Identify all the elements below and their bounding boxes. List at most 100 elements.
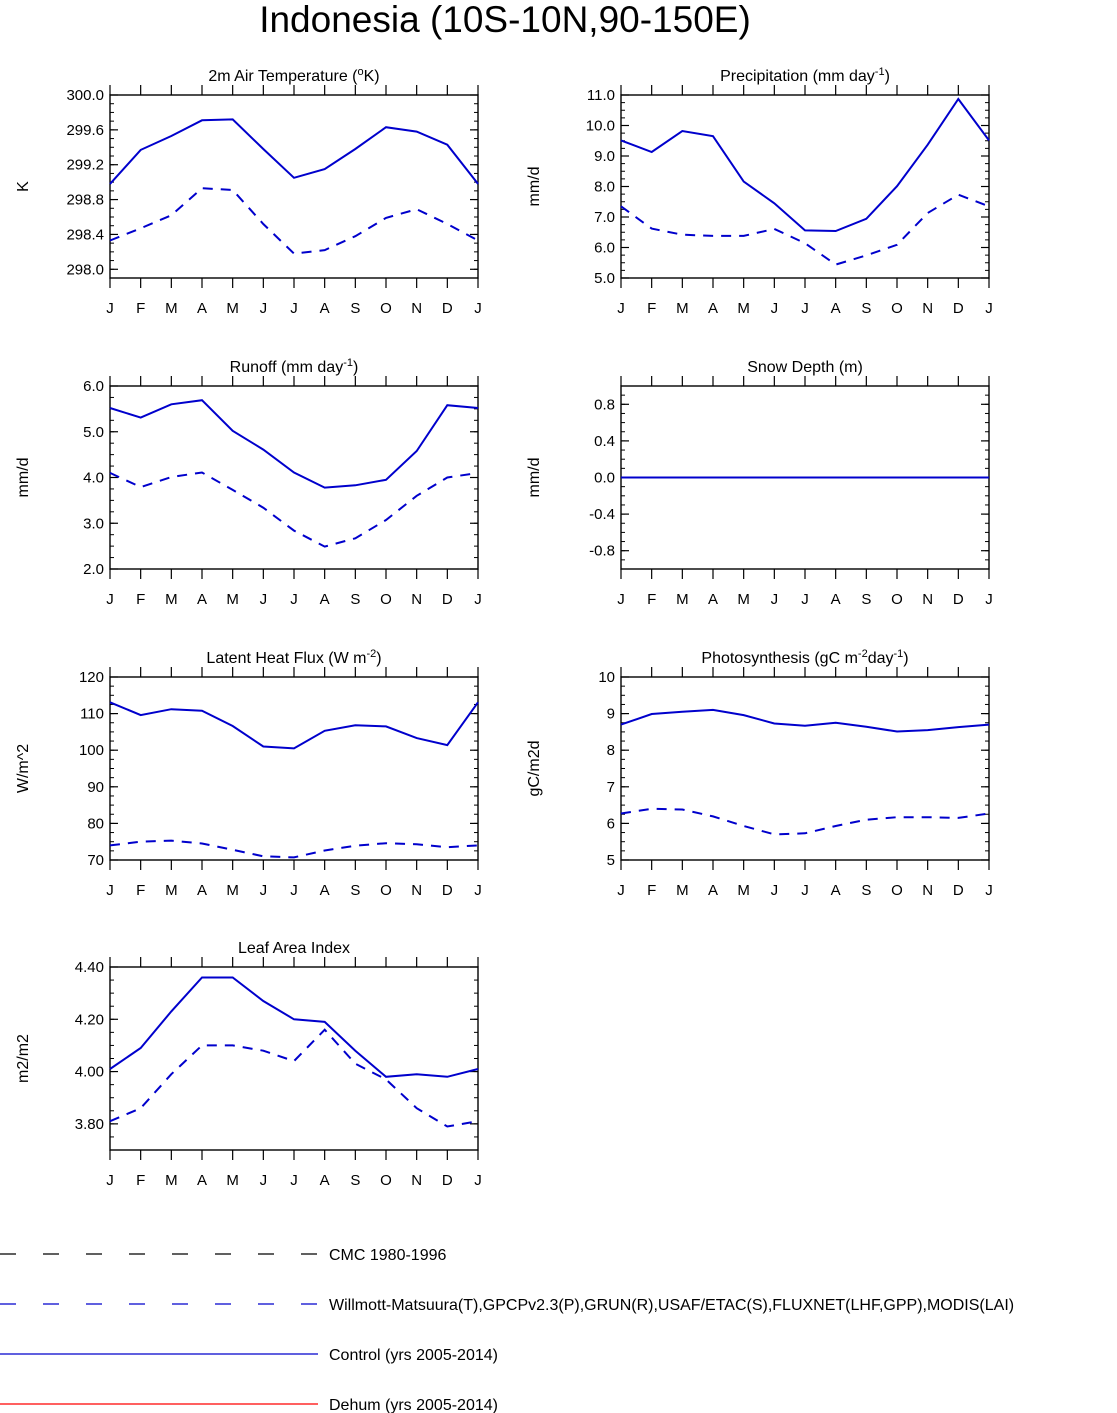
x-tick-label: J [106, 882, 114, 899]
chart-panel-2: Precipitation (mm day-1) mm/d 5.0 6.0 7.0 8.0… [526, 66, 993, 317]
y-tick-label: 8.0 [594, 179, 615, 196]
chart-panel-6: Photosynthesis (gC m-2day-1) gC/m2d 5 6 7 8 9 1… [526, 648, 993, 899]
y-axis-label: W/m^2 [15, 744, 32, 793]
x-tick-label: D [953, 882, 964, 899]
y-tick-label: 90 [87, 779, 104, 796]
observed-series-line [109, 471, 479, 548]
x-tick-label: J [474, 1172, 482, 1189]
y-tick-label: 298.4 [66, 226, 104, 243]
x-tick-label: M [226, 591, 239, 608]
y-axis-label: m2/m2 [15, 1034, 32, 1083]
y-tick-label: 299.6 [66, 122, 104, 139]
control-series-line [620, 97, 990, 233]
chart-title: Latent Heat Flux (W m-2) [206, 648, 381, 667]
x-tick-label: M [676, 882, 689, 899]
legend-label: Control (yrs 2005-2014) [329, 1347, 498, 1364]
x-tick-label: A [831, 882, 841, 899]
chart-panel-1: 2m Air Temperature (oK) K 298.0 298.4 298.8 2… [15, 66, 482, 317]
x-tick-label: S [350, 300, 360, 317]
x-tick-label: J [771, 300, 779, 317]
x-tick-label: M [165, 882, 178, 899]
y-tick-label: 4.40 [75, 959, 104, 976]
x-tick-label: J [617, 300, 625, 317]
x-tick-label: D [442, 882, 453, 899]
x-tick-label: M [226, 300, 239, 317]
x-tick-label: S [861, 591, 871, 608]
x-tick-label: A [197, 591, 207, 608]
y-tick-label: 80 [87, 815, 104, 832]
x-tick-label: M [737, 300, 750, 317]
x-tick-label: J [801, 591, 809, 608]
y-tick-label: 70 [87, 852, 104, 869]
x-tick-label: A [708, 300, 718, 317]
x-tick-label: F [136, 882, 145, 899]
x-tick-label: J [617, 882, 625, 899]
x-tick-label: J [290, 882, 298, 899]
y-tick-label: 0.4 [594, 433, 615, 450]
x-tick-label: J [474, 300, 482, 317]
x-tick-label: J [260, 1172, 268, 1189]
control-series-line [109, 118, 479, 185]
control-series-line [620, 708, 990, 733]
x-tick-label: N [411, 591, 422, 608]
x-tick-label: N [411, 882, 422, 899]
y-tick-label: 4.0 [83, 470, 104, 487]
x-tick-label: F [647, 300, 656, 317]
x-tick-label: J [771, 882, 779, 899]
x-tick-label: M [165, 1172, 178, 1189]
x-tick-label: A [320, 882, 330, 899]
x-tick-label: A [831, 591, 841, 608]
x-tick-label: J [801, 882, 809, 899]
x-tick-label: D [953, 591, 964, 608]
x-tick-label: M [226, 882, 239, 899]
x-tick-label: F [136, 591, 145, 608]
x-tick-label: N [922, 591, 933, 608]
x-tick-label: F [647, 882, 656, 899]
y-tick-label: 3.80 [75, 1116, 104, 1133]
chart-panel-7: Leaf Area Index m2/m2 3.80 4.00 4.20 4.40 J F M A… [15, 940, 482, 1189]
y-tick-label: 3.0 [83, 515, 104, 532]
control-series-line [109, 976, 479, 1078]
y-tick-label: 0.8 [594, 396, 615, 413]
x-tick-label: J [260, 300, 268, 317]
legend-label: Willmott-Matsuura(T),GPCPv2.3(P),GRUN(R)… [329, 1297, 1014, 1314]
y-tick-label: 10.0 [586, 118, 615, 135]
y-tick-label: 2.0 [83, 561, 104, 578]
x-tick-label: A [320, 1172, 330, 1189]
x-tick-label: F [136, 1172, 145, 1189]
y-axis-label: K [15, 181, 32, 192]
x-tick-label: J [106, 1172, 114, 1189]
x-tick-label: S [350, 882, 360, 899]
x-tick-label: O [380, 882, 392, 899]
x-tick-label: A [831, 300, 841, 317]
y-axis-label: mm/d [526, 458, 543, 498]
y-tick-label: 9.0 [594, 148, 615, 165]
observed-series-line [109, 839, 479, 859]
x-tick-label: O [891, 882, 903, 899]
y-tick-label: 298.0 [66, 261, 104, 278]
chart-panel-3: Runoff (mm day-1) mm/d 2.0 3.0 4.0 5.0 6.0 J F M A… [15, 357, 482, 608]
x-tick-label: M [676, 300, 689, 317]
x-tick-label: J [106, 591, 114, 608]
chart-title: Runoff (mm day-1) [230, 357, 359, 376]
x-tick-label: S [350, 591, 360, 608]
y-axis-label: mm/d [15, 458, 32, 498]
x-tick-label: N [922, 300, 933, 317]
x-tick-label: J [617, 591, 625, 608]
x-tick-label: D [442, 591, 453, 608]
y-tick-label: 0.0 [594, 470, 615, 487]
chart-title: Snow Depth (m) [747, 359, 863, 376]
observed-series-line [620, 807, 990, 836]
y-tick-label: -0.4 [589, 506, 615, 523]
plot-frame [109, 676, 479, 861]
x-tick-label: M [737, 591, 750, 608]
x-tick-label: F [647, 591, 656, 608]
x-tick-label: J [474, 591, 482, 608]
x-tick-label: D [442, 1172, 453, 1189]
x-tick-label: S [350, 1172, 360, 1189]
x-tick-label: M [737, 882, 750, 899]
x-tick-label: J [474, 882, 482, 899]
chart-title: 2m Air Temperature (oK) [208, 66, 379, 85]
x-tick-label: O [891, 591, 903, 608]
